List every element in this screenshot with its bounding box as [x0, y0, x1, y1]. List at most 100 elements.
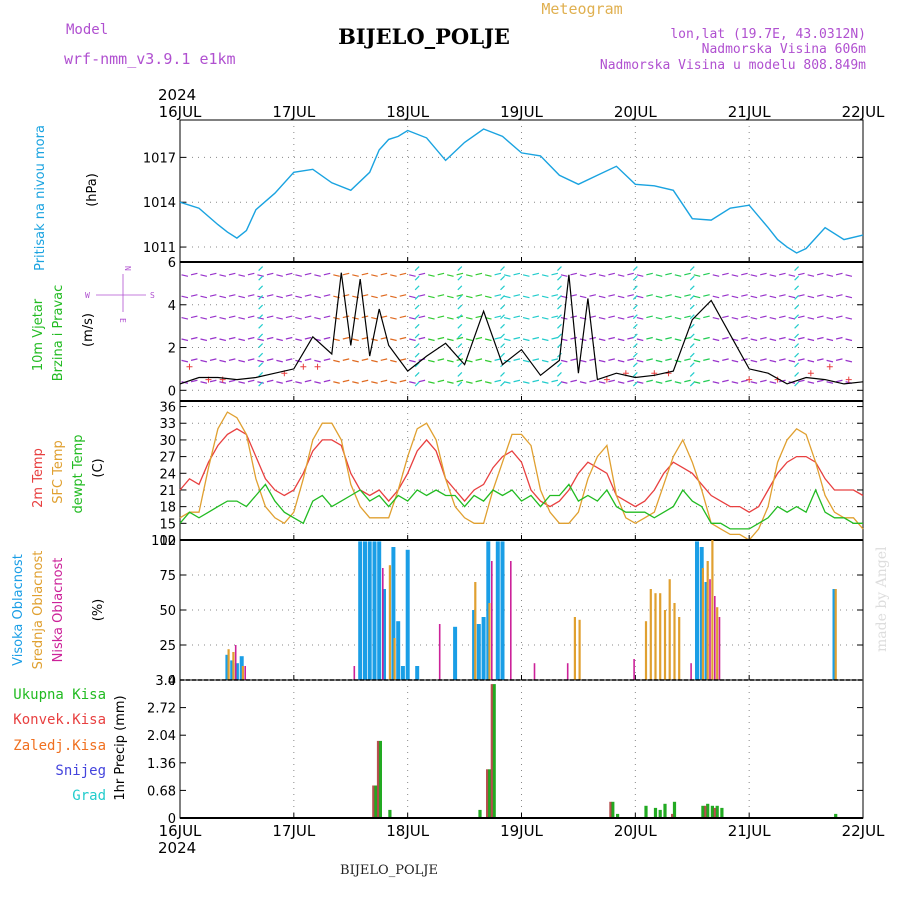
cloud-low-bar [244, 666, 246, 680]
cloud-mid-bar [706, 561, 709, 680]
wind-barb [703, 358, 710, 361]
wind-cyan-barb [794, 362, 800, 368]
xtick-label-top: 18JUL [386, 103, 429, 121]
wind-barb [579, 295, 587, 299]
compass-west: W [85, 291, 90, 300]
precip-total-bar [720, 807, 724, 818]
wind-barb [693, 274, 701, 277]
wind-barb [712, 381, 720, 384]
wind-barb [551, 272, 559, 276]
precip-ytick-label: 2.04 [147, 729, 176, 744]
cloud-high-bar [415, 666, 420, 680]
wind-barb [257, 381, 264, 384]
wind-cyan-barb [794, 352, 800, 358]
wind-cyan-barb [457, 333, 463, 339]
wind-cyan-barb [794, 304, 800, 310]
cloud-low-bar [438, 624, 441, 680]
wind-cyan-barb [258, 333, 264, 339]
wind-cyan-barb [689, 362, 695, 368]
wind-cyan-barb [500, 323, 505, 329]
precip-legend-conv: Konvek.Kisa [13, 712, 106, 728]
wind-barb [570, 336, 578, 340]
wind-barb [371, 381, 378, 384]
wind-barb [475, 336, 483, 340]
wind-barb [684, 294, 691, 297]
wind-barb [494, 379, 502, 383]
wind-barb [693, 359, 701, 363]
wind-barb [494, 315, 502, 319]
wind-barb [816, 294, 824, 297]
wind-barb [380, 294, 388, 297]
precip-total-bar [672, 801, 677, 818]
wind-barb [409, 274, 416, 277]
wind-barb [570, 315, 578, 319]
wind-barb [181, 359, 189, 363]
pressure-ytick-label: 1014 [143, 196, 176, 211]
wind-barb [655, 381, 663, 384]
wind-barb [333, 359, 340, 363]
wind-barb [589, 379, 596, 383]
wind-barb [703, 294, 710, 297]
pressure-line [179, 128, 864, 254]
wind-cyan-barb [689, 294, 695, 300]
wind-barb [371, 295, 378, 299]
wind-cyan-barb [689, 371, 695, 377]
wind-marker [300, 363, 307, 370]
cloud-high-bar [234, 663, 239, 680]
wind-barb [769, 359, 777, 363]
wind-barb [228, 358, 236, 361]
wind-barb [428, 274, 435, 277]
precip-total-bar [611, 801, 615, 818]
cloud-mid-bar [668, 579, 671, 680]
wind-barb [807, 274, 815, 277]
wind-barb [200, 381, 208, 384]
wind-cyan-barb [557, 371, 562, 377]
wind-barb [380, 272, 388, 276]
temp-label-2: SFC Temp [51, 440, 66, 504]
wind-barb [238, 295, 245, 299]
precip-conv-bar [671, 813, 674, 818]
wind-cyan-barb [414, 294, 420, 300]
cloud-high-bar [500, 541, 505, 680]
cloud-mid-bar [393, 638, 396, 680]
wind-cyan-barb [500, 333, 505, 339]
wind-cyan-barb [689, 304, 695, 310]
precip-total-bar [653, 807, 658, 818]
cloud-low-bar [510, 561, 512, 680]
wind-barb [447, 381, 454, 384]
wind-cyan-barb [414, 381, 420, 387]
cloud-high-bar [396, 621, 401, 680]
cloud-mid-bar [834, 589, 837, 680]
wind-barb [342, 315, 350, 319]
pressure-label: Pritisak na nivou mora [33, 125, 48, 271]
wind-barb [636, 381, 644, 384]
footer-station: BIJELO_POLJE [340, 863, 438, 878]
wind-barb [646, 336, 653, 340]
wind-barb [342, 272, 350, 276]
cloud-high-bar [377, 541, 382, 680]
wind-barb [390, 359, 397, 363]
wind-barb [181, 295, 189, 299]
cloud-label-2: Srednja Oblacnost [31, 551, 46, 670]
wind-barb [655, 338, 663, 342]
wind-barb [807, 295, 815, 299]
wind-barb [722, 315, 729, 319]
cloud-mid-bar [488, 603, 491, 680]
precip-total-bar [616, 813, 620, 818]
wind-barb [219, 295, 227, 299]
model-label: Model [66, 22, 108, 38]
wind-barb [465, 295, 473, 299]
wind-cyan-barb [794, 333, 800, 339]
wind-barb [465, 274, 473, 277]
wind-barb [323, 294, 331, 297]
wind-barb [276, 295, 283, 299]
wind-barb [456, 272, 464, 276]
compass-south: E [118, 318, 127, 323]
wind-cyan-barb [689, 343, 695, 348]
model-elevation-text: Nadmorska Visina u modelu 808.849m [600, 58, 866, 73]
wind-label-1: 10m Vjetar [31, 298, 46, 371]
wind-barb [608, 315, 615, 319]
wind-barb [722, 294, 729, 297]
wind-barb [380, 379, 388, 383]
wind-barb [484, 381, 492, 384]
